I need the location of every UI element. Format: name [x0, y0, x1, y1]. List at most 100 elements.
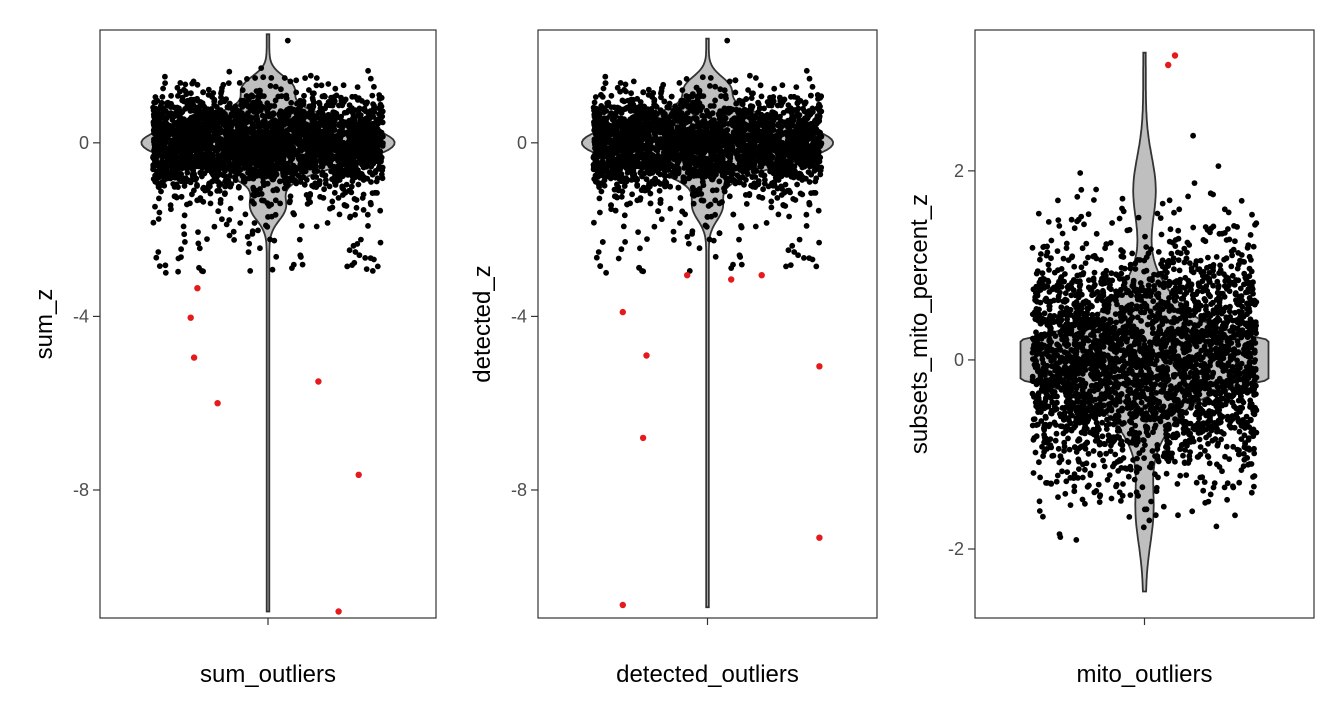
inlier-point	[238, 102, 244, 108]
inlier-point	[349, 116, 356, 123]
inlier-point	[239, 110, 245, 116]
inlier-point	[309, 90, 316, 97]
inlier-point	[245, 249, 252, 256]
inlier-point	[298, 139, 305, 145]
inlier-point	[262, 136, 269, 143]
inlier-point	[266, 120, 273, 127]
inlier-point	[349, 262, 355, 268]
inlier-point	[207, 190, 214, 197]
inlier-point	[155, 216, 162, 222]
inlier-point	[308, 103, 315, 109]
inlier-point	[170, 158, 177, 165]
inlier-point	[152, 162, 159, 169]
inlier-point	[156, 106, 162, 113]
inlier-point	[181, 212, 188, 219]
inlier-point	[348, 189, 355, 196]
inlier-point	[240, 97, 247, 104]
inlier-point	[293, 180, 300, 187]
inlier-point	[191, 132, 197, 139]
inlier-point	[200, 89, 207, 96]
inlier-point	[235, 184, 242, 191]
inlier-point	[152, 94, 159, 100]
outlier-point	[190, 354, 198, 361]
inlier-point	[329, 204, 336, 211]
inlier-point	[796, 236, 803, 243]
inlier-point	[322, 123, 328, 130]
inlier-point	[219, 120, 226, 127]
inlier-point	[168, 206, 174, 213]
inlier-point	[380, 140, 386, 147]
inlier-point	[703, 107, 710, 114]
inlier-point	[280, 114, 287, 121]
inlier-point	[182, 81, 189, 88]
inlier-point	[363, 162, 369, 169]
inlier-point	[336, 177, 343, 183]
inlier-point	[730, 261, 736, 268]
inlier-point	[162, 269, 169, 276]
inlier-point	[813, 263, 820, 270]
inlier-point	[352, 132, 359, 139]
inlier-point	[169, 117, 176, 123]
inlier-point	[331, 189, 338, 196]
inlier-point	[369, 268, 376, 274]
inlier-point	[271, 141, 277, 148]
inlier-point	[699, 74, 706, 81]
inlier-point	[599, 180, 605, 187]
inlier-point	[261, 147, 267, 154]
inlier-point	[652, 175, 658, 182]
y-tick-label: -4	[73, 306, 89, 326]
inlier-point	[294, 119, 301, 126]
inlier-point	[237, 220, 244, 226]
inlier-point	[318, 82, 325, 89]
inlier-point	[244, 129, 251, 136]
inlier-point	[365, 144, 372, 151]
inlier-point	[272, 97, 279, 104]
inlier-point	[226, 172, 233, 179]
outlier-point	[315, 378, 322, 385]
inlier-point	[335, 140, 342, 147]
inlier-point	[768, 198, 775, 205]
inlier-point	[671, 237, 677, 243]
inlier-point	[343, 181, 350, 188]
inlier-point	[319, 111, 325, 118]
inlier-point	[189, 165, 195, 172]
inlier-point	[235, 131, 242, 138]
inlier-point	[367, 75, 374, 82]
inlier-point	[177, 172, 183, 179]
inlier-point	[172, 174, 178, 181]
inlier-point	[331, 179, 338, 186]
inlier-point	[160, 141, 167, 148]
inlier-point	[747, 72, 753, 79]
inlier-point	[244, 233, 251, 240]
inlier-point	[347, 213, 354, 220]
inlier-point	[190, 78, 197, 85]
inlier-point	[707, 75, 714, 81]
inlier-point	[223, 115, 229, 122]
inlier-point	[223, 144, 230, 151]
inlier-point	[621, 212, 628, 219]
inlier-point	[218, 88, 225, 94]
panel-sum: 0-4-8 sum_outliers sum_z	[31, 29, 437, 688]
inlier-point	[162, 80, 169, 86]
inlier-point	[271, 237, 278, 244]
inlier-point	[339, 131, 346, 138]
inlier-point	[815, 207, 822, 214]
inlier-point	[208, 163, 215, 170]
inlier-point	[301, 92, 307, 99]
inlier-point	[374, 263, 381, 270]
inlier-point	[371, 83, 377, 90]
inlier-point	[327, 138, 333, 145]
inlier-point	[710, 237, 717, 244]
inlier-point	[260, 175, 266, 182]
inlier-point	[217, 107, 224, 113]
inlier-point	[295, 154, 302, 161]
inlier-point	[363, 101, 369, 107]
inlier-point	[213, 146, 219, 153]
inlier-point	[242, 211, 249, 218]
inlier-point	[324, 160, 331, 167]
outlier-point	[187, 314, 194, 321]
inlier-point	[204, 236, 210, 243]
inlier-point	[712, 97, 718, 104]
inlier-point	[222, 111, 228, 117]
inlier-point	[205, 107, 211, 114]
